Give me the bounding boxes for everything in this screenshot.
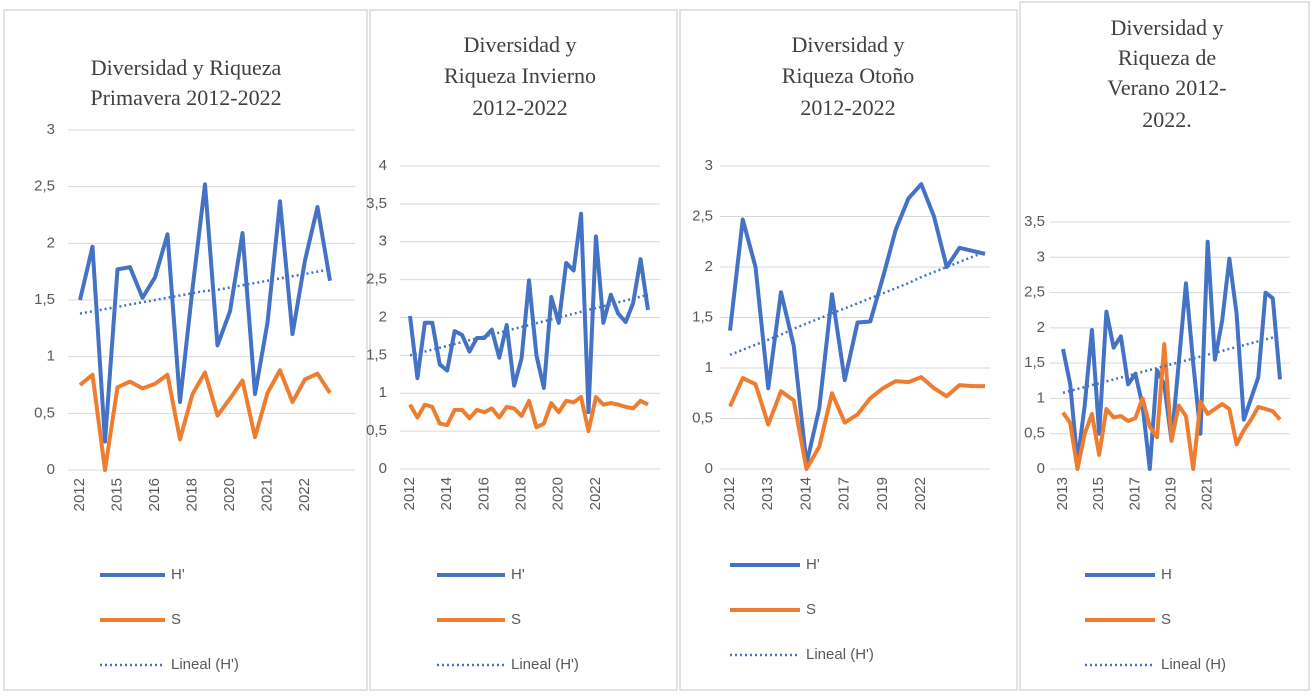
y-tick-label: 3 [379, 233, 387, 250]
trend-line [79, 268, 331, 315]
chart-title: Riqueza Invierno [444, 63, 596, 88]
panel-border [679, 9, 1018, 691]
x-tick-label: 2021 [1199, 477, 1216, 510]
y-tick-label: 2,5 [34, 178, 55, 195]
x-tick-label: 2019 [874, 477, 891, 510]
x-tick-label: 2022 [587, 477, 604, 510]
y-tick-label: 0,5 [692, 409, 713, 426]
x-tick-label: 2012 [401, 477, 418, 510]
x-tick-label: 2017 [836, 477, 853, 510]
y-tick-label: 1,5 [692, 308, 713, 325]
chart-title: 2012-2022 [472, 95, 567, 120]
x-tick-label: 2016 [146, 478, 163, 511]
y-tick-label: 1,5 [1024, 354, 1045, 371]
y-tick-label: 1,5 [34, 291, 55, 308]
x-tick-label: 2014 [438, 477, 455, 510]
x-tick-label: 2021 [258, 478, 275, 511]
y-tick-label: 1 [379, 384, 387, 401]
data-line [408, 395, 649, 434]
x-tick-label: 2014 [797, 477, 814, 510]
chart-title: 2022. [1142, 107, 1192, 132]
legend-label: H' [806, 556, 820, 573]
chart-title: Diversidad y [463, 32, 576, 57]
x-tick-label: 2015 [108, 478, 125, 511]
x-tick-label: 2013 [1054, 477, 1071, 510]
y-tick-label: 2 [379, 308, 387, 325]
x-tick-label: 2012 [721, 477, 738, 510]
y-tick-label: 0 [705, 460, 713, 477]
chart-title: Verano 2012- [1107, 75, 1226, 100]
y-tick-label: 0,5 [1024, 425, 1045, 442]
x-tick-label: 2013 [759, 477, 776, 510]
legend-label: Lineal (H') [806, 646, 874, 663]
data-line [78, 182, 332, 444]
data-line [728, 375, 985, 471]
chart-title: Diversidad y Riqueza [91, 55, 282, 80]
x-tick-label: 2012 [71, 478, 88, 511]
legend-label: Lineal (H') [511, 656, 579, 673]
x-tick-label: 2017 [1126, 477, 1143, 510]
legend-label: S [806, 601, 816, 618]
y-tick-label: 2 [1037, 319, 1045, 336]
chart-title: Riqueza de [1118, 45, 1216, 70]
legend-label: S [171, 611, 181, 628]
y-tick-label: 3,5 [1024, 213, 1045, 230]
x-tick-label: 2022 [296, 478, 313, 511]
legend-label: H' [511, 566, 525, 583]
data-line [408, 211, 650, 415]
y-tick-label: 1 [705, 359, 713, 376]
chart-title: Primavera 2012-2022 [90, 85, 281, 110]
trend-line [409, 293, 649, 357]
chart-title: 2012-2022 [800, 95, 895, 120]
y-tick-label: 2,5 [692, 207, 713, 224]
legend-label: H' [171, 566, 185, 583]
y-tick-label: 0,5 [34, 404, 55, 421]
y-tick-label: 3,5 [366, 195, 387, 212]
chart-title: Diversidad y [1110, 15, 1223, 40]
y-tick-label: 2 [47, 234, 55, 251]
x-tick-label: 2018 [183, 478, 200, 511]
y-tick-label: 0 [47, 461, 55, 478]
y-tick-label: 2 [705, 258, 713, 275]
x-tick-label: 2016 [475, 477, 492, 510]
legend-label: S [1161, 611, 1171, 628]
panel-border [1019, 1, 1310, 691]
x-tick-label: 2020 [221, 478, 238, 511]
legend-label: H [1161, 566, 1172, 583]
x-tick-label: 2022 [912, 477, 929, 510]
x-tick-label: 2015 [1090, 477, 1107, 510]
data-line [1061, 342, 1282, 471]
x-tick-label: 2018 [513, 477, 530, 510]
trend-line [729, 250, 986, 357]
legend-label: Lineal (H) [1161, 656, 1226, 673]
y-tick-label: 0 [1037, 460, 1045, 477]
legend-label: S [511, 611, 521, 628]
y-tick-label: 0 [379, 460, 387, 477]
x-tick-label: 2019 [1162, 477, 1179, 510]
y-tick-label: 2,5 [366, 271, 387, 288]
x-tick-label: 2020 [550, 477, 567, 510]
y-tick-label: 4 [379, 157, 387, 174]
y-tick-label: 3 [705, 157, 713, 174]
y-tick-label: 1,5 [366, 346, 387, 363]
y-tick-label: 3 [1037, 248, 1045, 265]
y-tick-label: 0,5 [366, 422, 387, 439]
panel-border [369, 9, 678, 691]
data-line [728, 182, 986, 466]
trend-line [1062, 334, 1281, 394]
chart-title: Diversidad y [791, 32, 904, 57]
y-tick-label: 3 [47, 121, 55, 138]
panel-border [3, 9, 368, 691]
chart-title: Riqueza Otoño [782, 63, 915, 88]
y-tick-label: 1 [47, 348, 55, 365]
legend-label: Lineal (H') [171, 656, 239, 673]
y-tick-label: 2,5 [1024, 284, 1045, 301]
data-line [78, 368, 332, 472]
y-tick-label: 1 [1037, 389, 1045, 406]
